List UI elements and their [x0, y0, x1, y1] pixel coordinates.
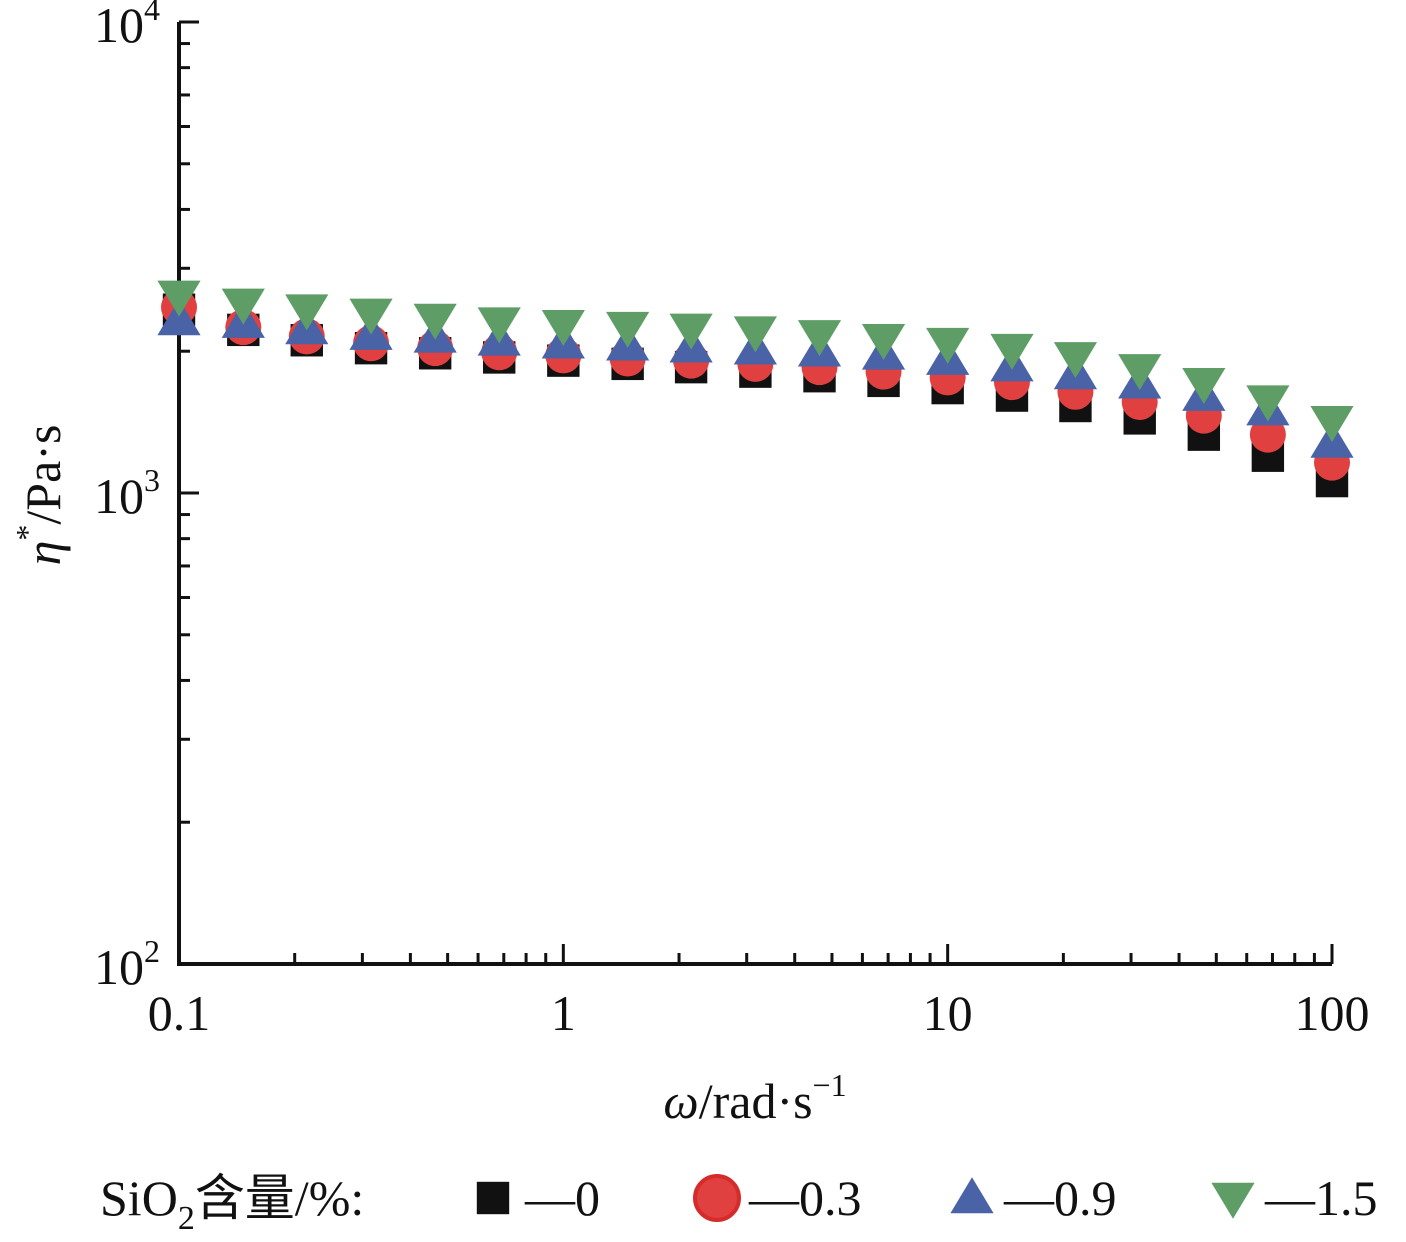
x-tick-label: 100: [1295, 985, 1370, 1041]
data-point: [669, 313, 713, 350]
legend: SiO2含量/%: —0 —0.3 —0.9 —1.5: [100, 1170, 1378, 1237]
legend-item: —0: [476, 1170, 600, 1226]
legend-label: —0.9: [1003, 1170, 1117, 1226]
y-tick-label: 102: [94, 933, 160, 995]
data-point: [861, 323, 906, 360]
legend-marker: [693, 1174, 741, 1222]
data-point: [1182, 367, 1226, 404]
series-3: [157, 280, 1354, 442]
legend-items: —0 —0.3 —0.9 —1.5: [476, 1170, 1378, 1226]
data-point: [221, 288, 265, 325]
data-point: [1246, 385, 1290, 422]
legend-item: —0.3: [693, 1170, 862, 1226]
data-point: [1310, 405, 1354, 442]
data-point: [413, 303, 457, 340]
x-tick-label: 10: [923, 985, 973, 1041]
data-point: [733, 316, 777, 353]
legend-marker: [1211, 1182, 1255, 1219]
data-point: [1053, 342, 1098, 379]
data-point: [157, 280, 201, 317]
data-point: [990, 333, 1034, 370]
data-point: [606, 311, 650, 348]
x-tick-label: 1: [551, 985, 576, 1041]
legend-label: —0.3: [748, 1170, 862, 1226]
minor-ticks: [177, 20, 1334, 966]
x-axis-title: ω/rad·s−1: [663, 1067, 846, 1129]
y-axis-title: η*/Pa·s: [9, 425, 71, 566]
legend-title: SiO2含量/%:: [100, 1170, 364, 1237]
x-tick-labels: 0.1 1 10 100: [148, 985, 1370, 1041]
legend-item: —0.9: [950, 1170, 1117, 1226]
y-tick-label: 103: [94, 462, 160, 524]
data-point: [157, 299, 201, 336]
legend-label: —1.5: [1264, 1170, 1378, 1226]
data-point: [477, 307, 521, 344]
legend-marker: [476, 1181, 510, 1215]
data-point: [926, 327, 970, 364]
data-point: [797, 320, 842, 357]
data-point: [285, 294, 329, 331]
data-point: [541, 310, 585, 347]
data-point: [1118, 354, 1162, 391]
x-tick-label: 0.1: [148, 985, 211, 1041]
data-point: [1249, 416, 1286, 453]
legend-marker: [950, 1177, 994, 1214]
data-point: [349, 298, 393, 335]
y-tick-labels: 102 103 104: [94, 0, 160, 995]
legend-label: —0: [524, 1170, 600, 1226]
axes: [177, 22, 1332, 966]
plot-area: [157, 280, 1354, 498]
y-tick-label: 104: [94, 0, 160, 53]
legend-item: —1.5: [1211, 1170, 1378, 1226]
